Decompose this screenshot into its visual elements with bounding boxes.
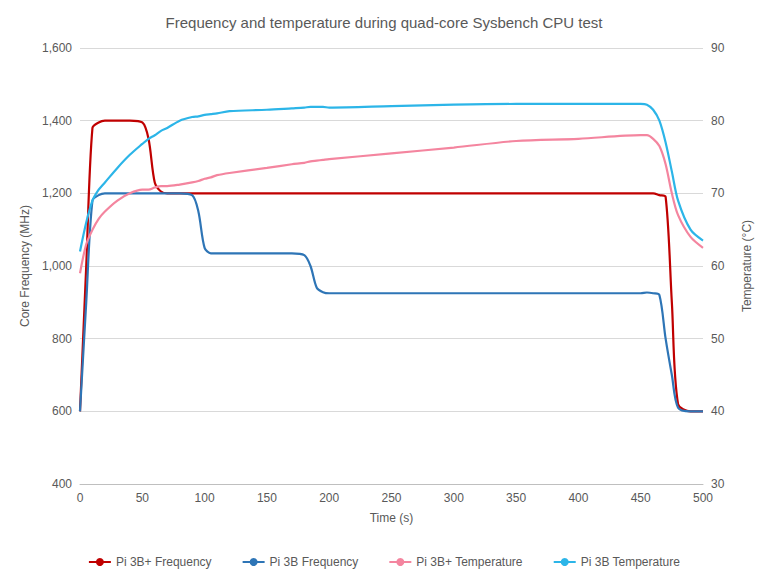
svg-text:50: 50 (711, 332, 725, 346)
svg-text:Time (s): Time (s) (370, 511, 414, 525)
svg-text:1,200: 1,200 (42, 186, 72, 200)
svg-text:1,600: 1,600 (42, 41, 72, 55)
svg-text:600: 600 (52, 404, 72, 418)
svg-text:70: 70 (711, 186, 725, 200)
svg-text:Pi 3B+ Frequency: Pi 3B+ Frequency (116, 555, 212, 569)
svg-text:30: 30 (711, 477, 725, 491)
svg-text:60: 60 (711, 259, 725, 273)
svg-text:80: 80 (711, 114, 725, 128)
svg-text:50: 50 (136, 491, 150, 505)
svg-text:150: 150 (257, 491, 277, 505)
svg-text:Core Frequency (MHz): Core Frequency (MHz) (18, 205, 32, 327)
svg-text:40: 40 (711, 404, 725, 418)
svg-text:250: 250 (381, 491, 401, 505)
svg-text:0: 0 (77, 491, 84, 505)
svg-text:200: 200 (319, 491, 339, 505)
svg-text:Pi 3B Frequency: Pi 3B Frequency (270, 555, 359, 569)
svg-text:400: 400 (52, 477, 72, 491)
svg-text:300: 300 (444, 491, 464, 505)
svg-text:Temperature (°C): Temperature (°C) (740, 220, 754, 312)
svg-text:Pi 3B Temperature: Pi 3B Temperature (581, 555, 680, 569)
svg-text:500: 500 (693, 491, 713, 505)
svg-text:Frequency and temperature duri: Frequency and temperature during quad-co… (166, 14, 604, 31)
svg-text:100: 100 (195, 491, 215, 505)
svg-text:Pi 3B+ Temperature: Pi 3B+ Temperature (416, 555, 522, 569)
svg-text:90: 90 (711, 41, 725, 55)
svg-text:1,400: 1,400 (42, 114, 72, 128)
svg-text:400: 400 (568, 491, 588, 505)
svg-text:450: 450 (631, 491, 651, 505)
svg-text:350: 350 (506, 491, 526, 505)
svg-text:800: 800 (52, 332, 72, 346)
svg-text:1,000: 1,000 (42, 259, 72, 273)
